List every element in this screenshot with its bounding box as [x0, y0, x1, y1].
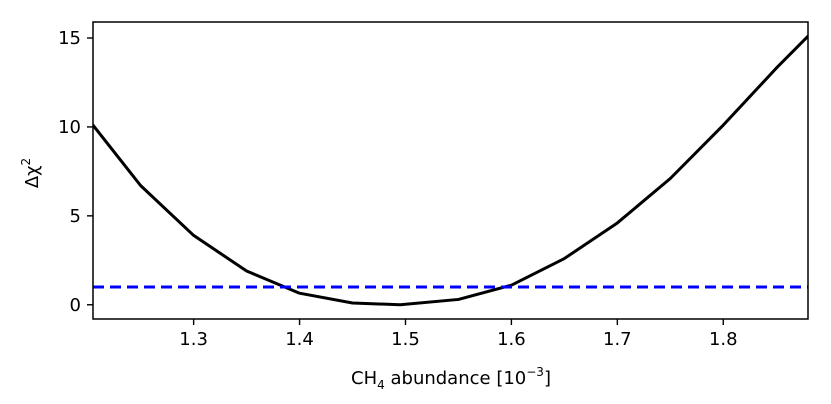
- x-tick-label: 1.7: [603, 329, 632, 350]
- x-tick-label: 1.8: [709, 329, 738, 350]
- y-axis-label: Δχ2: [19, 158, 43, 188]
- y-tick-label: 10: [58, 117, 81, 138]
- x-axis-label: CH4 abundance [10−3]: [351, 365, 551, 392]
- x-tick-label: 1.3: [179, 329, 208, 350]
- x-tick-label: 1.5: [391, 329, 420, 350]
- plot-background: [93, 22, 808, 319]
- y-tick-label: 0: [70, 295, 81, 316]
- plot-area: [92, 21, 809, 320]
- plot-frame: [92, 21, 809, 320]
- delta-chi2-curve: [93, 34, 808, 307]
- x-axis: 1.3 1.4 1.5 1.6 1.7 1.8: [179, 319, 738, 350]
- y-axis: 0 5 10 15: [58, 28, 93, 316]
- x-tick-label: 1.4: [285, 329, 314, 350]
- x-tick-label: 1.6: [497, 329, 526, 350]
- y-tick-label: 15: [58, 28, 81, 49]
- y-tick-label: 5: [70, 206, 81, 227]
